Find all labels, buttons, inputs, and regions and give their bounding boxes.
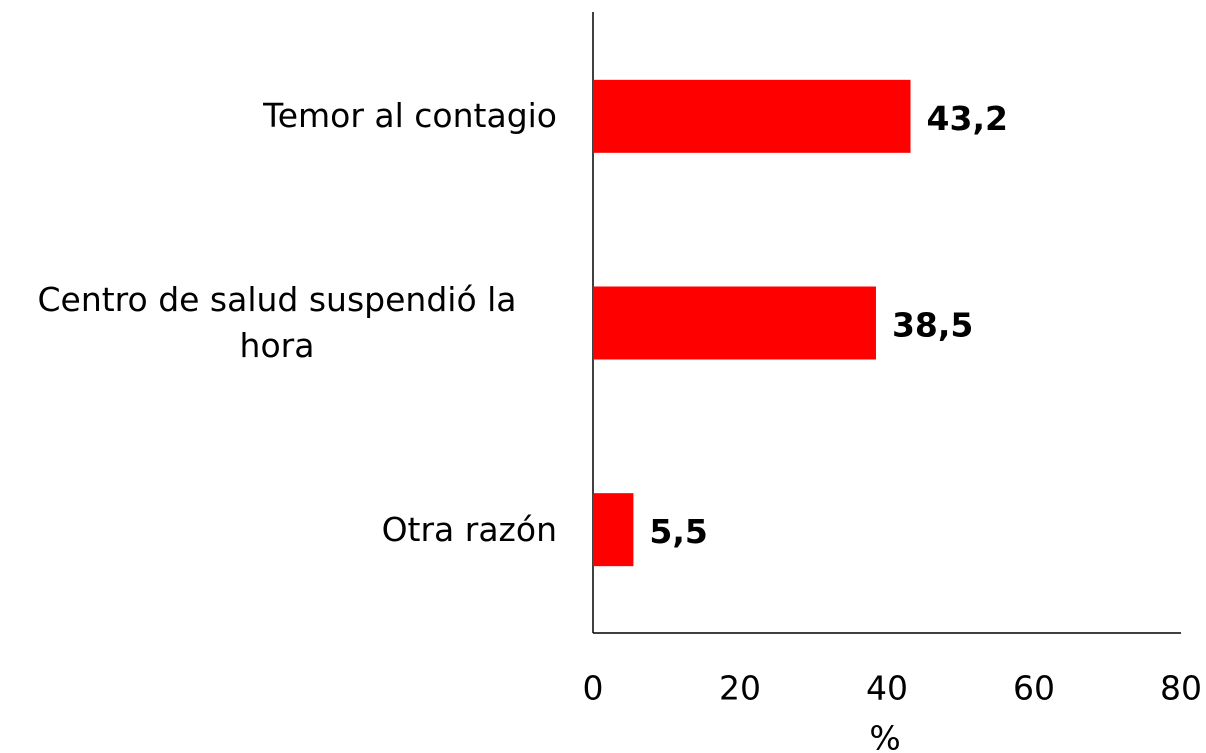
value-label: 38,5 <box>892 306 973 345</box>
x-tick-label: 60 <box>1013 669 1055 708</box>
x-tick-label: 80 <box>1160 669 1202 708</box>
x-axis-label: % <box>869 719 900 753</box>
y-tick-label: Otra razón <box>381 509 557 549</box>
bar <box>593 79 911 153</box>
x-tick-label: 40 <box>866 669 908 708</box>
bar <box>593 493 634 567</box>
category-label-box: Centro de salud suspendió la hora <box>0 263 557 383</box>
y-tick-label: Temor al contagio <box>263 96 557 136</box>
value-label: 43,2 <box>927 99 1008 138</box>
x-tick-label: 0 <box>583 669 604 708</box>
value-label: 5,5 <box>649 512 707 551</box>
bar <box>593 286 876 360</box>
category-label-box: Temor al contagio <box>0 56 557 176</box>
category-label-box: Otra razón <box>0 470 557 590</box>
x-tick-label: 20 <box>719 669 761 708</box>
y-tick-label: Centro de salud suspendió la hora <box>37 280 517 365</box>
